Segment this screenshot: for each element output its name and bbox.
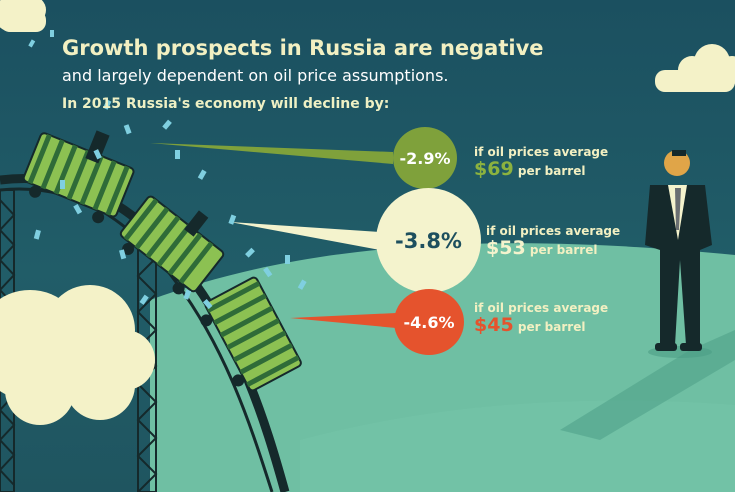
scenario-condition-2: if oil prices average $53 per barrel <box>486 224 620 258</box>
price-unit: per barrel <box>517 164 586 178</box>
decline-bubble-2: -3.8% <box>376 188 481 293</box>
ray-green <box>150 143 393 164</box>
scenario-condition-3: if oil prices average $45 per barrel <box>474 301 608 335</box>
oil-price: $53 <box>486 237 526 259</box>
price-unit: per barrel <box>517 320 586 334</box>
oil-price: $45 <box>474 314 514 336</box>
headline: Growth prospects in Russia are negative <box>62 36 544 60</box>
subheadline: and largely dependent on oil price assum… <box>62 66 449 85</box>
price-unit: per barrel <box>529 243 598 257</box>
cart-top <box>22 130 135 224</box>
ray-orange <box>290 313 396 328</box>
oil-price: $69 <box>474 158 514 180</box>
falling-money <box>28 30 307 310</box>
cart-bottom <box>200 276 302 392</box>
decline-value: -2.9% <box>399 148 451 168</box>
scenario-condition-1: if oil prices average $69 per barrel <box>474 145 608 179</box>
cloud-top-right <box>655 44 735 92</box>
condition-text: if oil prices average <box>474 145 609 159</box>
cart-middle <box>119 195 225 295</box>
decline-value: -4.6% <box>403 312 455 332</box>
businessman-figure <box>560 150 735 440</box>
condition-text: if oil prices average <box>474 301 609 315</box>
condition-text: if oil prices average <box>486 224 621 238</box>
lead-text: In 2015 Russia's economy will decline by… <box>62 96 390 112</box>
decline-value: -3.8% <box>395 228 462 253</box>
cloud-top-left <box>0 0 46 32</box>
cloud-bottom-left <box>0 285 155 425</box>
decline-bubble-1: -2.9% <box>393 127 457 189</box>
ray-cream <box>230 222 380 250</box>
decline-bubble-3: -4.6% <box>394 289 464 355</box>
